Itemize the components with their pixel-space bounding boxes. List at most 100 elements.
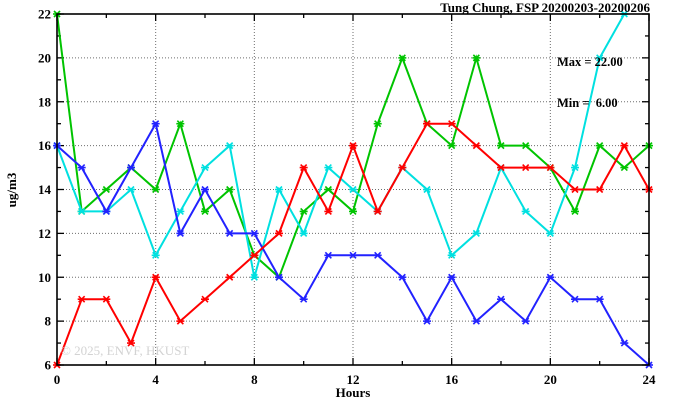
marker-stroke: [423, 120, 431, 128]
series-cyan-marker: [447, 251, 456, 259]
y-tick-label: 22: [38, 7, 51, 22]
marker-stroke: [201, 163, 209, 172]
marker-stroke: [127, 339, 135, 347]
series-cyan-marker: [423, 185, 431, 194]
max-value-label: Max = 22.00: [557, 55, 623, 69]
marker-stroke: [374, 120, 382, 128]
marker-stroke: [472, 229, 480, 237]
series-red-line: [56, 122, 650, 366]
y-tick-label: 18: [38, 94, 52, 109]
series-green-marker: [151, 185, 160, 194]
series-green-marker: [620, 163, 629, 172]
marker-stroke: [374, 207, 382, 216]
marker-stroke: [176, 120, 184, 128]
marker-stroke: [127, 185, 135, 194]
series-red-marker: [225, 273, 234, 281]
marker-stroke: [596, 142, 604, 150]
series-red-marker: [472, 142, 481, 150]
series-cyan-marker: [201, 163, 209, 172]
marker-stroke: [226, 229, 234, 237]
series-blue-marker: [201, 185, 209, 194]
series-blue-marker: [423, 317, 431, 325]
series-green-marker: [225, 185, 234, 194]
series-cyan-marker: [151, 251, 160, 259]
series-blue-marker: [497, 295, 505, 303]
series-red-marker: [521, 163, 530, 172]
series-red-marker: [546, 163, 555, 172]
series-red-marker: [447, 120, 456, 128]
marker-stroke: [102, 295, 110, 303]
marker-stroke: [374, 251, 382, 259]
marker-stroke: [176, 207, 184, 216]
marker-stroke: [571, 185, 579, 194]
series-cyan-marker: [349, 185, 357, 194]
series-red-marker: [201, 295, 209, 303]
marker-stroke: [522, 142, 530, 150]
series-red-marker: [373, 207, 382, 216]
series-cyan-marker: [127, 185, 135, 194]
series-green-marker: [447, 142, 456, 150]
marker-stroke: [324, 251, 332, 259]
marker-stroke: [275, 273, 283, 281]
y-tick-label: 12: [38, 226, 51, 241]
marker-stroke: [201, 295, 209, 303]
min-value-label: Min = 6.00: [557, 95, 618, 110]
series-green-marker: [521, 142, 530, 150]
series-red-marker: [151, 273, 160, 281]
marker-stroke: [275, 185, 283, 194]
series-blue-marker: [472, 317, 481, 325]
marker-stroke: [349, 251, 357, 259]
marker-stroke: [78, 295, 86, 303]
marker-stroke: [226, 273, 234, 281]
series-cyan-marker: [275, 185, 283, 194]
marker-stroke: [201, 185, 209, 194]
series-red-marker: [102, 295, 111, 303]
x-tick-label: 12: [347, 372, 360, 387]
series-blue-marker: [299, 295, 308, 303]
series-red-marker: [349, 142, 357, 150]
series-cyan-marker: [77, 207, 86, 216]
series-red-marker: [176, 317, 185, 325]
y-tick-label: 14: [38, 182, 52, 197]
series-green-marker: [373, 120, 382, 128]
marker-stroke: [448, 251, 456, 259]
series-blue-marker: [275, 273, 283, 281]
y-tick-label: 8: [45, 314, 52, 329]
marker-stroke: [300, 295, 308, 303]
series-green-marker: [472, 54, 481, 62]
marker-stroke: [324, 207, 332, 216]
series-blue-marker: [398, 273, 407, 281]
marker-stroke: [152, 185, 160, 194]
marker-stroke: [472, 54, 480, 62]
series-green-marker: [595, 142, 604, 150]
marker-stroke: [620, 339, 628, 347]
series-cyan-marker: [472, 229, 481, 237]
series-green-marker: [324, 185, 333, 194]
x-axis-label: Hours: [336, 385, 371, 400]
series-blue-marker: [176, 229, 185, 237]
series-cyan-marker: [595, 54, 604, 62]
series-cyan-marker: [225, 142, 234, 150]
series-blue-marker: [546, 273, 555, 281]
series-blue-marker: [447, 273, 456, 281]
series-red-marker: [250, 251, 259, 259]
marker-stroke: [497, 295, 505, 303]
marker-stroke: [176, 229, 184, 237]
series-cyan-marker: [299, 229, 308, 237]
series-blue-marker: [151, 120, 160, 128]
marker-stroke: [152, 251, 160, 259]
y-tick-label: 20: [38, 50, 51, 65]
marker-stroke: [423, 185, 431, 194]
marker-stroke: [522, 163, 530, 172]
marker-stroke: [448, 273, 456, 281]
series-blue-marker: [571, 295, 579, 303]
y-axis-label: ug/m3: [4, 172, 19, 207]
series-green-marker: [201, 207, 209, 216]
marker-stroke: [127, 163, 135, 172]
y-tick-label: 6: [45, 358, 52, 373]
series-blue-marker: [225, 229, 234, 237]
y-tick-label: 16: [38, 138, 52, 153]
marker-stroke: [423, 317, 431, 325]
marker-stroke: [324, 163, 332, 172]
